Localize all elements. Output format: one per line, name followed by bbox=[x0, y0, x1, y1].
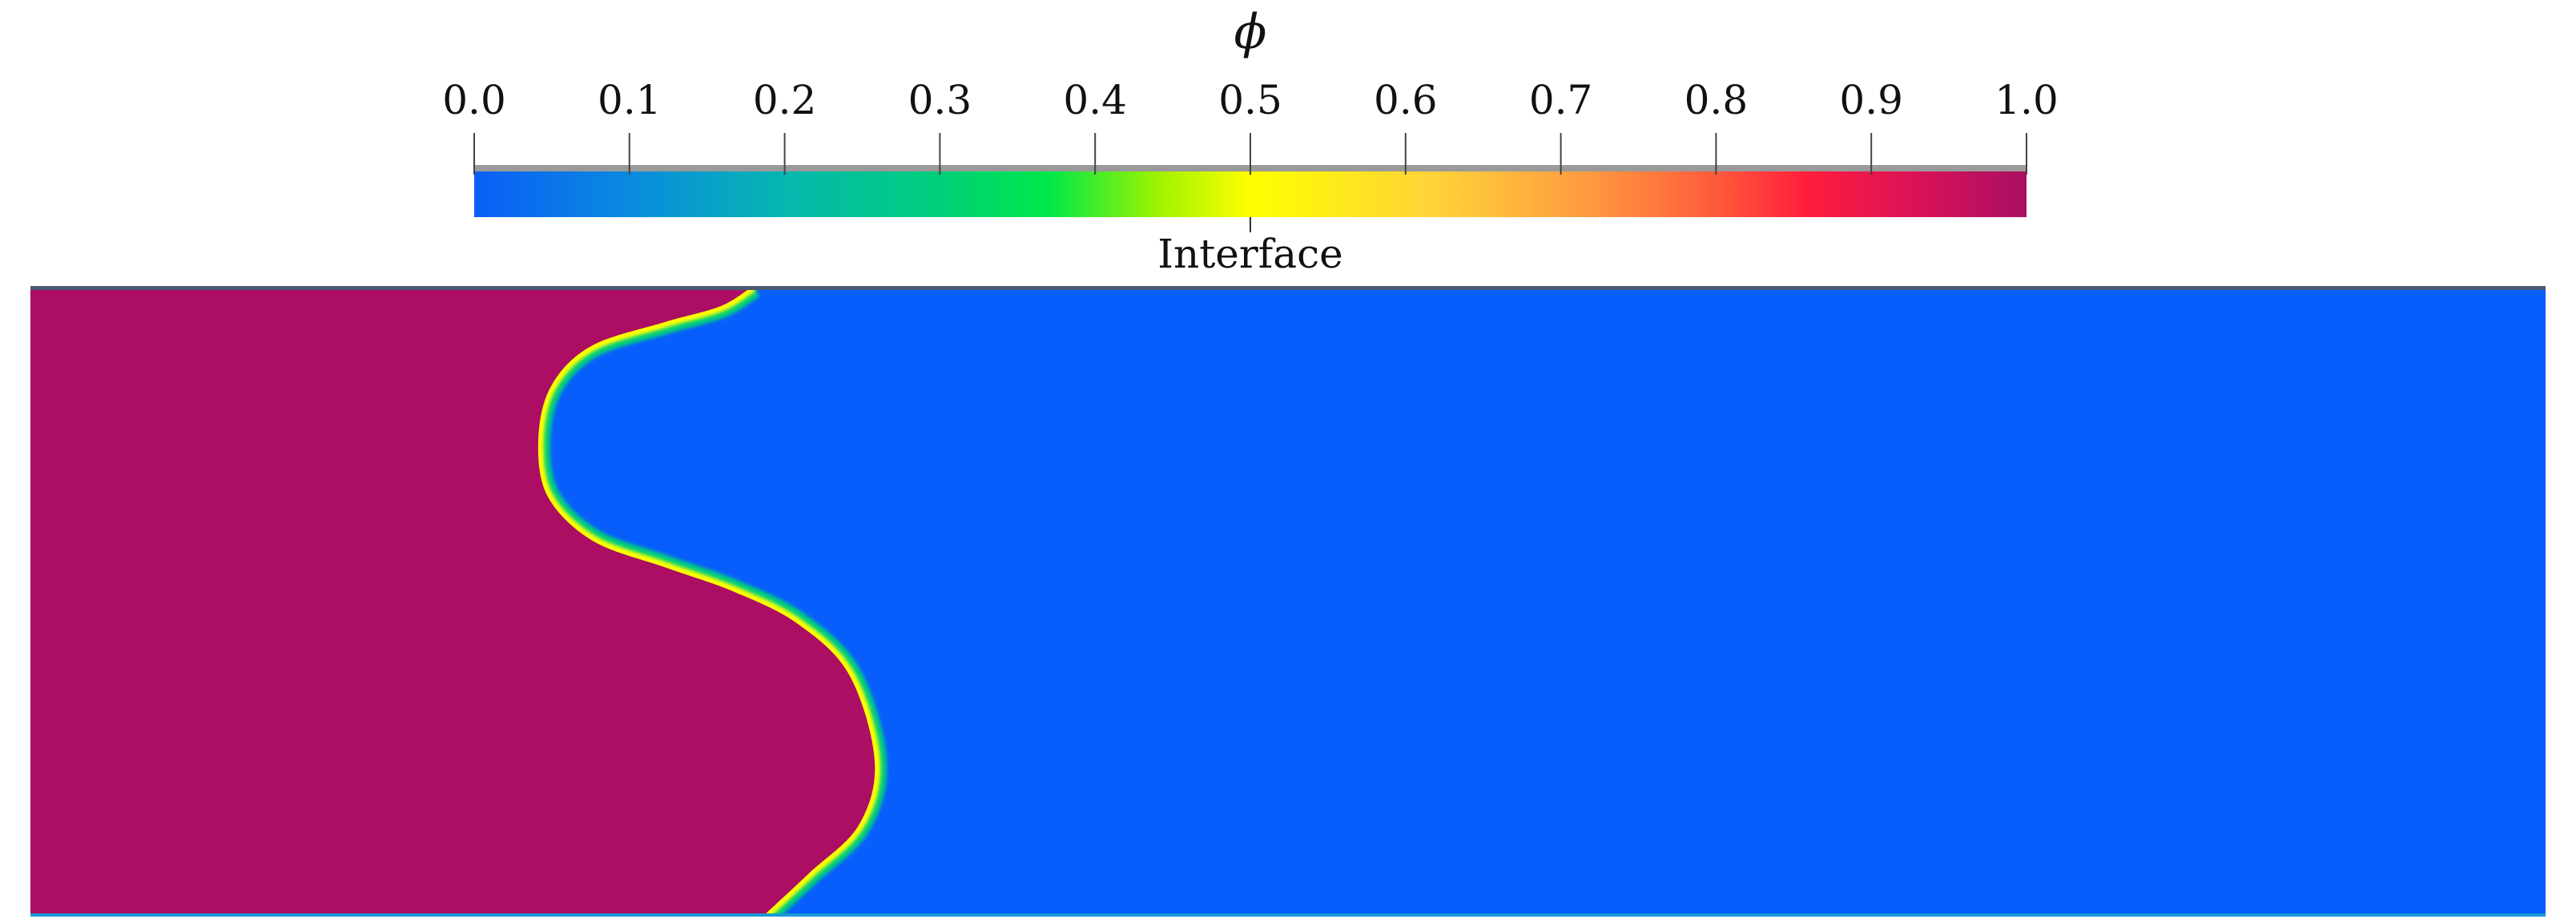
colorbar-tick-label: 0.6 bbox=[1374, 77, 1438, 123]
colorbar-tick-label: 0.7 bbox=[1529, 77, 1593, 123]
colorbar-tick-labels: 0.0 0.1 0.2 0.3 0.4 0.5 0.6 0.7 0.8 0.9 1.0 bbox=[442, 77, 2059, 123]
interface-annotation-label: Interface bbox=[1157, 231, 1342, 277]
colorbar-tick-label: 0.5 bbox=[1218, 77, 1282, 123]
domain-top-border bbox=[30, 286, 2546, 290]
colorbar-tick-label: 0.4 bbox=[1063, 77, 1127, 123]
colorbar-tick-label: 0.1 bbox=[598, 77, 662, 123]
colorbar-symbol: ϕ bbox=[1234, 4, 1267, 60]
colorbar-bar bbox=[474, 171, 2027, 217]
colorbar-tick-label: 0.9 bbox=[1839, 77, 1903, 123]
colorbar-tick-label: 0.8 bbox=[1684, 77, 1749, 123]
domain-bottom-border bbox=[30, 913, 2546, 917]
colorbar: ϕ 0.0 0.1 0.2 0.3 0.4 0.5 0.6 0.7 0.8 0.9 1.0 Inte… bbox=[442, 4, 2059, 277]
colorbar-ticks bbox=[473, 133, 2027, 175]
colorbar-tick-label: 0.0 bbox=[442, 77, 506, 123]
phase-field-domain bbox=[30, 286, 2546, 917]
colorbar-tick-label: 0.3 bbox=[908, 77, 972, 123]
colorbar-tick-label: 1.0 bbox=[1994, 77, 2059, 123]
phase-one-region bbox=[30, 286, 875, 917]
colorbar-tick-label: 0.2 bbox=[753, 77, 817, 123]
